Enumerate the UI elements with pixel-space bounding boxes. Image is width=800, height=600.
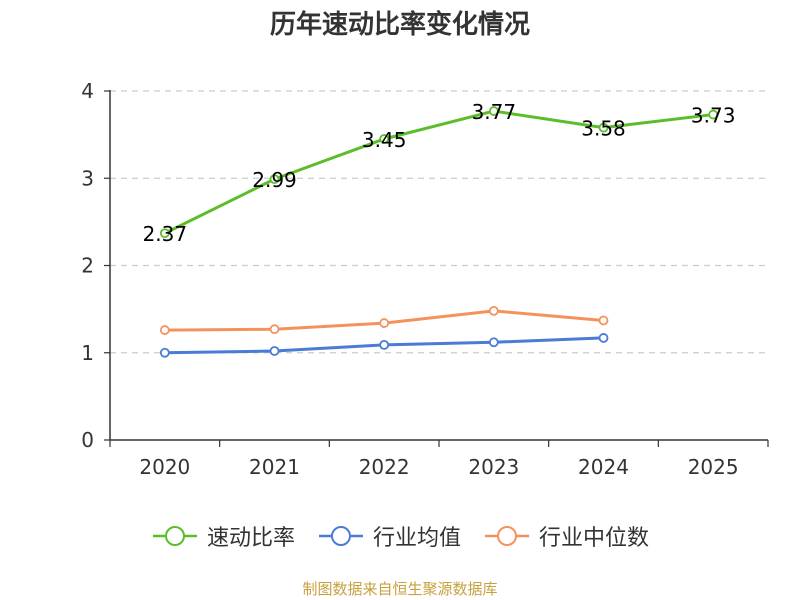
data-point[interactable] — [708, 109, 719, 120]
legend-marker-icon — [318, 526, 363, 546]
data-point[interactable] — [379, 339, 390, 350]
data-point[interactable] — [598, 333, 609, 343]
legend-label: 行业均值 — [372, 526, 461, 551]
data-label: 3.77 — [472, 100, 517, 124]
x-tick-label: 2024 — [578, 455, 629, 479]
data-point[interactable] — [159, 347, 170, 358]
data-point[interactable] — [598, 315, 609, 326]
legend-item-industry-mean[interactable]: 行业均值 — [317, 520, 461, 552]
legend: 速动比率 行业均值 行业中位数 — [0, 520, 800, 552]
x-tick-label: 2023 — [468, 455, 519, 479]
chart-title: 历年速动比率变化情况 — [269, 10, 530, 40]
legend-item-quick-ratio[interactable]: 速动比率 — [151, 520, 295, 552]
x-tick-label: 2025 — [688, 455, 739, 479]
legend-label: 速动比率 — [206, 526, 295, 551]
data-point[interactable] — [488, 305, 499, 316]
x-tick-label: 2020 — [139, 455, 190, 479]
data-label: 2.37 — [143, 222, 188, 246]
data-point[interactable] — [269, 324, 280, 335]
data-point[interactable] — [488, 337, 499, 348]
legend-marker-icon — [485, 526, 529, 546]
y-tick-label: 4 — [81, 79, 94, 103]
data-label: 3.58 — [581, 117, 626, 141]
y-tick-label: 3 — [81, 166, 94, 190]
y-tick-label: 0 — [81, 428, 94, 452]
data-point[interactable] — [379, 318, 390, 328]
data-point[interactable] — [488, 106, 499, 116]
data-point[interactable] — [159, 325, 170, 335]
data-point[interactable] — [379, 134, 390, 144]
x-tick-label: 2022 — [359, 455, 410, 479]
legend-item-industry-median[interactable]: 行业中位数 — [483, 520, 649, 552]
data-point[interactable] — [159, 228, 170, 239]
y-tick-label: 1 — [81, 341, 94, 365]
legend-label: 行业中位数 — [539, 526, 650, 551]
legend-marker-icon — [152, 526, 197, 546]
data-point[interactable] — [269, 174, 280, 185]
data-label: 2.99 — [252, 168, 297, 192]
x-tick-label: 2021 — [249, 455, 300, 479]
data-point[interactable] — [269, 346, 280, 356]
series-line — [164, 109, 714, 235]
data-label: 3.73 — [691, 104, 736, 128]
data-label: 3.45 — [362, 128, 407, 152]
data-point[interactable] — [598, 122, 609, 133]
y-tick-label: 2 — [81, 254, 94, 278]
source-note: 制图数据来自恒生聚源数据库 — [302, 580, 498, 598]
